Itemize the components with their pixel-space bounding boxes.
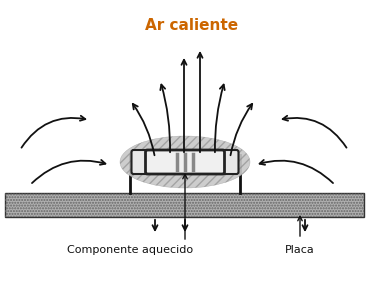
FancyBboxPatch shape [145,150,224,174]
FancyBboxPatch shape [218,150,238,174]
Ellipse shape [120,136,250,188]
Bar [5,193,364,217]
FancyBboxPatch shape [131,150,152,174]
Text: Componente aquecido: Componente aquecido [67,245,193,255]
Text: Ar caliente: Ar caliente [145,18,239,33]
Bar [5,193,364,217]
Text: Placa: Placa [285,245,315,255]
